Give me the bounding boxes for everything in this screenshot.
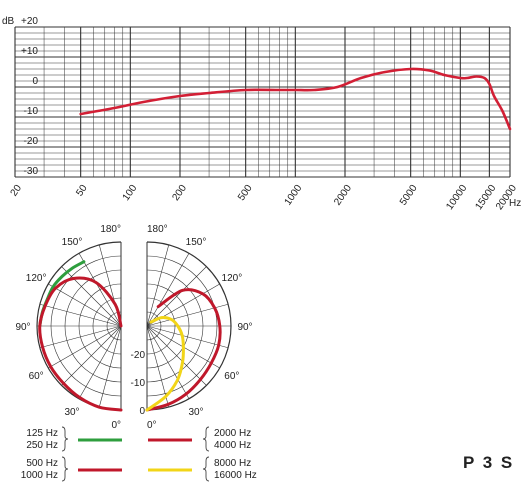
polar-angle-label-left: 180° (100, 224, 121, 235)
polar-angle-label-left: 30° (64, 407, 79, 418)
polar-spoke (146, 244, 170, 327)
polar-spoke (146, 325, 207, 386)
polar-spoke (48, 325, 122, 369)
x-tick-label: 100 (121, 183, 140, 203)
frequency-grid (14, 26, 511, 178)
polar-curve-right-yellow (145, 316, 185, 412)
legend-label: 4000 Hz (214, 440, 251, 451)
legend-brace (202, 426, 210, 452)
x-tick-label: 5000 (398, 183, 420, 208)
polar-angle-label-right: 0° (147, 420, 157, 431)
polar-curve-left-red (38, 276, 123, 412)
model-name: P 3 S (463, 453, 515, 472)
polar-angle-label-right: 120° (222, 273, 243, 284)
y-tick-label: -30 (24, 166, 39, 177)
polar-curve-right-red (145, 288, 222, 412)
polar-angle-label-right: 60° (224, 371, 239, 382)
legend-brace (61, 426, 69, 452)
polar-radial-label: -10 (131, 378, 146, 389)
polar-angle-label-right: 180° (147, 224, 168, 235)
x-unit-label: Hz (509, 198, 521, 209)
x-tick-label: 10000 (444, 183, 469, 212)
polar-angle-label-right: 90° (237, 322, 252, 333)
polar-spoke (146, 253, 190, 327)
polar-spoke (146, 325, 170, 408)
y-unit-label: dB (2, 16, 15, 27)
x-tick-label: 500 (236, 183, 255, 203)
polar-spoke (98, 325, 122, 408)
x-tick-label: 2000 (332, 183, 354, 208)
x-tick-label: 20 (9, 183, 25, 199)
legend-label: 2000 Hz (214, 428, 251, 439)
legend-label: 500 Hz (26, 458, 58, 469)
frequency-y-tick-labels: +20 +10 0 -10 -20 -30 (21, 16, 38, 177)
x-tick-label: 200 (170, 183, 189, 203)
polar-angle-labels: 180° 180° 150° 150° 120° 120° 90° 90° 60° 60° 30° 3… (15, 224, 252, 431)
legend-label: 8000 Hz (214, 458, 251, 469)
y-tick-label: +20 (21, 16, 38, 27)
y-tick-label: -10 (24, 106, 39, 117)
x-tick-label: 1000 (283, 183, 305, 208)
polar-spoke (39, 325, 122, 349)
polar-angle-label-right: 150° (186, 237, 207, 248)
polar-radial-label: -20 (131, 350, 146, 361)
y-tick-label: -20 (24, 136, 39, 147)
polar-center-gap (122, 240, 146, 412)
legend-brace (61, 456, 69, 482)
polar-radial-label: 0 (139, 406, 145, 417)
polar-spoke (39, 303, 122, 327)
polar-spoke (146, 325, 190, 399)
legend-label: 125 Hz (26, 428, 58, 439)
polar-pattern-curves (38, 260, 222, 412)
legend-label: 16000 Hz (214, 470, 257, 481)
y-tick-label: +10 (21, 46, 38, 57)
polar-angle-label-left: 150° (62, 237, 83, 248)
x-tick-label: 15000 (473, 183, 498, 212)
y-tick-label: 0 (32, 76, 38, 87)
polar-spoke (61, 266, 122, 327)
polar-spoke (146, 325, 229, 349)
polar-spoke (48, 283, 122, 327)
frequency-response-curve (79, 67, 512, 131)
polar-angle-label-left: 90° (15, 322, 30, 333)
polar-angle-label-left: 120° (26, 273, 47, 284)
polar-angle-label-left: 0° (111, 420, 121, 431)
polar-spoke (78, 325, 122, 399)
polar-angle-label-right: 30° (188, 407, 203, 418)
polar-spoke (146, 266, 207, 327)
legend-label: 250 Hz (26, 440, 58, 451)
x-tick-label: 50 (74, 183, 90, 199)
legend-label: 1000 Hz (21, 470, 58, 481)
polar-spoke (78, 253, 122, 327)
polar-angle-label-left: 60° (29, 371, 44, 382)
legend-brace (202, 456, 210, 482)
polar-spoke (61, 325, 122, 386)
